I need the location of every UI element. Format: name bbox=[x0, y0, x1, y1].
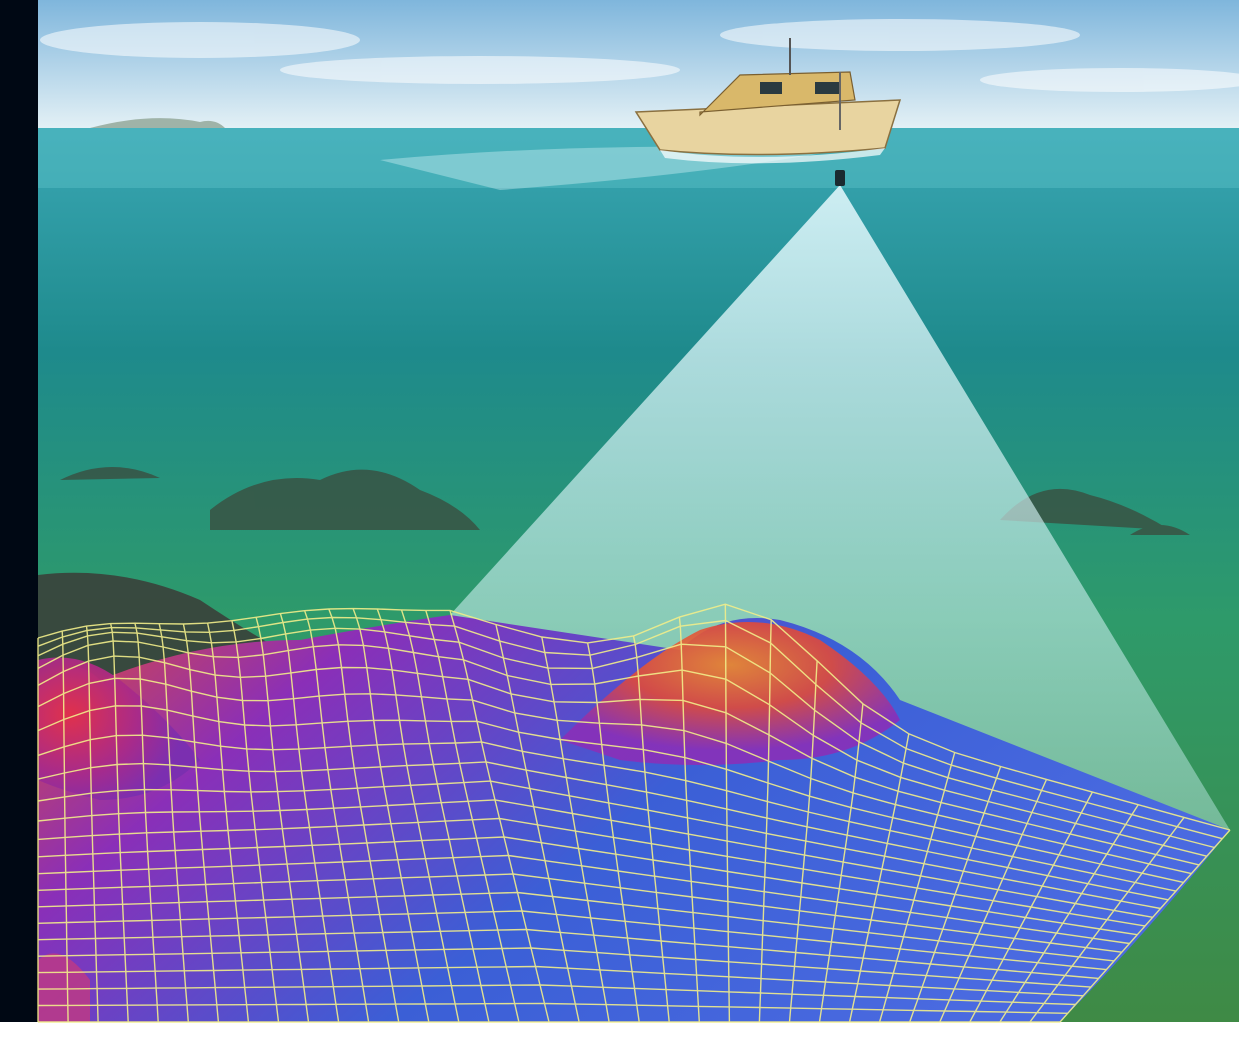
grid-line bbox=[37, 799, 1153, 918]
grid-line bbox=[37, 616, 1223, 840]
grid-line bbox=[37, 854, 1130, 945]
grid-line bbox=[37, 873, 1122, 953]
sonar-transducer-icon bbox=[835, 170, 845, 186]
grid-line bbox=[37, 928, 1099, 980]
grid-line bbox=[37, 891, 1115, 962]
grid-line bbox=[37, 761, 1169, 901]
boat-icon bbox=[634, 38, 902, 164]
grid-line bbox=[37, 705, 1184, 884]
grid-line bbox=[37, 910, 1107, 971]
grid-line bbox=[37, 780, 1161, 910]
grid-line bbox=[37, 677, 1192, 875]
grid-line bbox=[37, 627, 1215, 849]
clouds bbox=[40, 19, 1239, 92]
grid-line bbox=[37, 1002, 1068, 1014]
grid-line bbox=[37, 734, 1177, 892]
grid-line bbox=[37, 947, 1091, 988]
grid-line bbox=[37, 965, 1084, 997]
grid-line bbox=[37, 603, 1231, 831]
grid-line bbox=[37, 655, 1200, 866]
grid-line bbox=[37, 640, 1207, 857]
bathymetry-grid bbox=[37, 603, 1231, 1023]
grid-line bbox=[37, 984, 1076, 1006]
water-surface bbox=[38, 128, 1239, 188]
grid-line bbox=[37, 836, 1138, 936]
seafloor-rocks bbox=[60, 466, 1190, 535]
left-border bbox=[0, 0, 38, 1051]
grid-line bbox=[37, 817, 1146, 927]
bottom-border bbox=[0, 1022, 1239, 1051]
distant-island bbox=[90, 118, 225, 128]
